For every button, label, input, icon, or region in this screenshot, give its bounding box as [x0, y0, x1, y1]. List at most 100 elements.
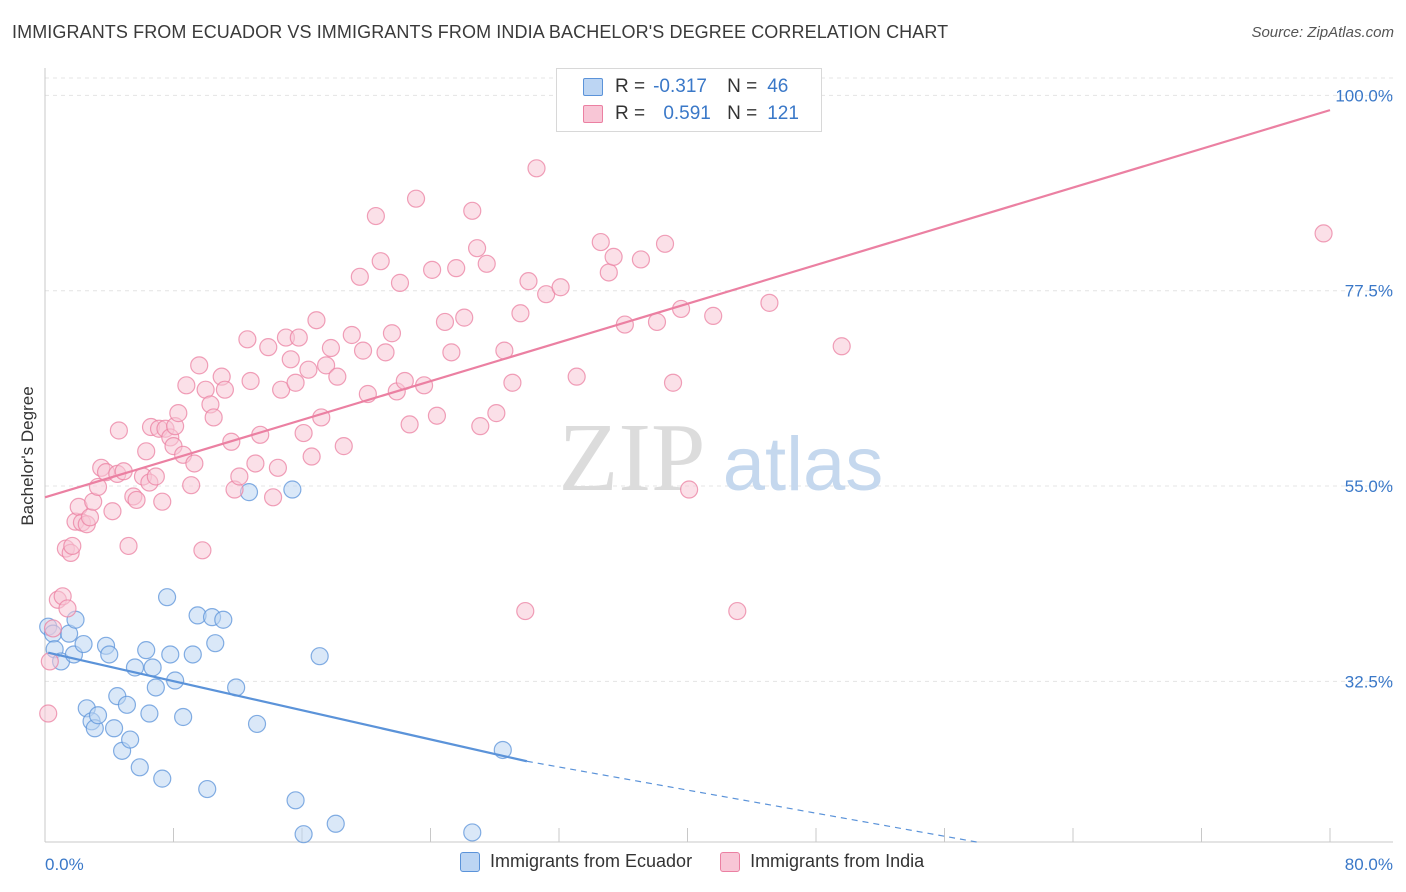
data-point [268, 458, 288, 477]
data-point [328, 367, 347, 386]
data-point [137, 641, 156, 660]
data-point [455, 308, 474, 327]
data-point [193, 541, 212, 560]
data-point [647, 312, 667, 332]
data-point [832, 337, 851, 356]
data-point [447, 259, 466, 278]
y-tick-label: 32.5% [1345, 672, 1393, 691]
trend-line [47, 651, 528, 763]
data-point [599, 263, 618, 282]
data-point [371, 252, 390, 271]
data-point [146, 467, 165, 486]
r-label: R = [615, 76, 646, 97]
data-point [140, 704, 159, 723]
data-point [157, 588, 177, 607]
data-point [442, 343, 461, 362]
data-point [259, 338, 278, 357]
data-point [316, 356, 336, 375]
ecuador-swatch [460, 851, 480, 872]
data-point [230, 467, 249, 486]
data-point [551, 278, 570, 297]
data-point [161, 645, 180, 664]
data-point [214, 610, 233, 629]
data-point [655, 234, 675, 253]
data-point [321, 338, 341, 358]
data-point [121, 730, 140, 749]
data-point [728, 601, 747, 621]
series-legend: Immigrants from Ecuador Immigrants from … [460, 851, 952, 872]
legend-item-ecuador: Immigrants from Ecuador [460, 851, 692, 872]
data-point [680, 480, 699, 499]
r-value: -0.317 [653, 76, 707, 97]
data-point [463, 823, 482, 842]
data-point [198, 779, 217, 799]
data-point [310, 647, 329, 666]
data-point [286, 791, 305, 810]
data-point [537, 285, 556, 304]
data-point [153, 492, 172, 511]
data-point [294, 423, 313, 443]
data-point [204, 408, 223, 427]
legend-row-ecuador: R = -0.317 N = 46 [583, 74, 788, 100]
data-point [238, 330, 257, 349]
data-point [272, 380, 291, 399]
y-tick-label: 100.0% [1335, 86, 1393, 105]
data-point [406, 189, 426, 208]
chart-title: IMMIGRANTS FROM ECUADOR VS IMMIGRANTS FR… [12, 22, 949, 42]
india-swatch [720, 851, 741, 872]
data-point [307, 311, 326, 330]
data-point [43, 619, 63, 638]
data-point [477, 254, 496, 273]
data-point [516, 601, 535, 621]
data-point [104, 719, 124, 738]
y-tick-label: 55.0% [1345, 477, 1393, 496]
data-point [353, 341, 373, 360]
data-point [294, 825, 313, 844]
x-tick-label: 80.0% [1345, 855, 1393, 874]
data-point [182, 476, 201, 495]
data-point [631, 250, 651, 269]
data-point [326, 814, 345, 833]
data-point [130, 758, 149, 777]
source-label: Source: ZipAtlas.com [1251, 24, 1394, 41]
data-point [143, 658, 162, 677]
watermark: ZIP atlas [559, 404, 884, 512]
legend-row-india: R = 0.591 N = 121 [583, 101, 799, 127]
data-point [58, 599, 77, 618]
data-point [74, 634, 93, 654]
data-point [423, 260, 442, 279]
data-point [153, 769, 172, 788]
data-point [350, 267, 369, 286]
data-point [127, 490, 146, 510]
data-point [169, 404, 188, 423]
data-point [80, 508, 100, 527]
n-value: 121 [767, 103, 799, 124]
data-point [511, 304, 530, 323]
data-point [183, 645, 202, 664]
data-point [119, 536, 138, 556]
tick-labels: 32.5% 55.0% 77.5% 100.0% 0.0% 80.0% [45, 86, 1393, 874]
data-point [215, 380, 234, 399]
data-point [302, 447, 321, 466]
y-tick-label: 77.5% [1345, 282, 1393, 301]
data-point [109, 421, 128, 440]
india-swatch [583, 105, 603, 123]
data-point [63, 536, 82, 556]
data-point [467, 239, 487, 258]
data-point [376, 343, 395, 362]
data-point [39, 704, 58, 723]
data-point [281, 350, 300, 369]
r-value: 0.591 [663, 103, 711, 124]
axes [44, 68, 1393, 843]
data-point [435, 312, 455, 332]
data-point [503, 373, 522, 392]
data-point [366, 206, 385, 226]
data-point [427, 406, 447, 425]
data-point [247, 714, 267, 734]
data-point [206, 634, 225, 653]
correlation-legend: R = -0.317 N = 46 R = 0.591 N = 121 [556, 68, 822, 132]
data-point [263, 488, 283, 507]
data-point [241, 371, 260, 391]
data-point [100, 645, 119, 664]
